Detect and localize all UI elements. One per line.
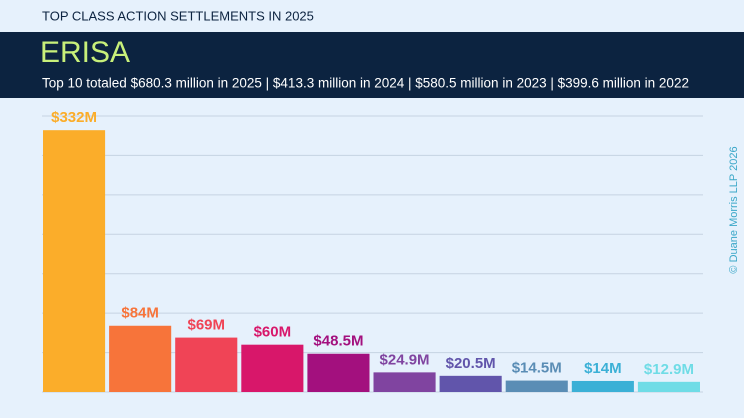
bar — [571, 380, 634, 392]
bar — [241, 344, 304, 392]
value-label: $12.9M — [644, 361, 694, 378]
value-label: $60M — [254, 324, 292, 341]
bar — [373, 372, 436, 392]
value-label: $24.9M — [380, 351, 430, 368]
bar — [637, 381, 700, 392]
value-label: $14.5M — [512, 360, 562, 377]
bar — [43, 130, 106, 393]
supertitle: TOP CLASS ACTION SETTLEMENTS IN 2025 — [42, 8, 314, 23]
bar — [439, 375, 502, 392]
value-label: $332M — [51, 109, 97, 126]
value-label: $84M — [121, 305, 159, 322]
chart-title: ERISA — [40, 36, 130, 69]
value-label: $69M — [187, 317, 225, 334]
value-label: $14M — [584, 360, 622, 377]
bar — [505, 380, 568, 392]
header-band — [0, 32, 744, 98]
bar — [175, 337, 238, 392]
bar — [307, 353, 370, 392]
credit: © Duane Morris LLP 2026 — [728, 146, 740, 273]
bar — [109, 325, 172, 392]
value-label: $48.5M — [313, 333, 363, 350]
chart-subtitle: Top 10 totaled $680.3 million in 2025 | … — [42, 76, 689, 91]
value-label: $20.5M — [446, 355, 496, 372]
